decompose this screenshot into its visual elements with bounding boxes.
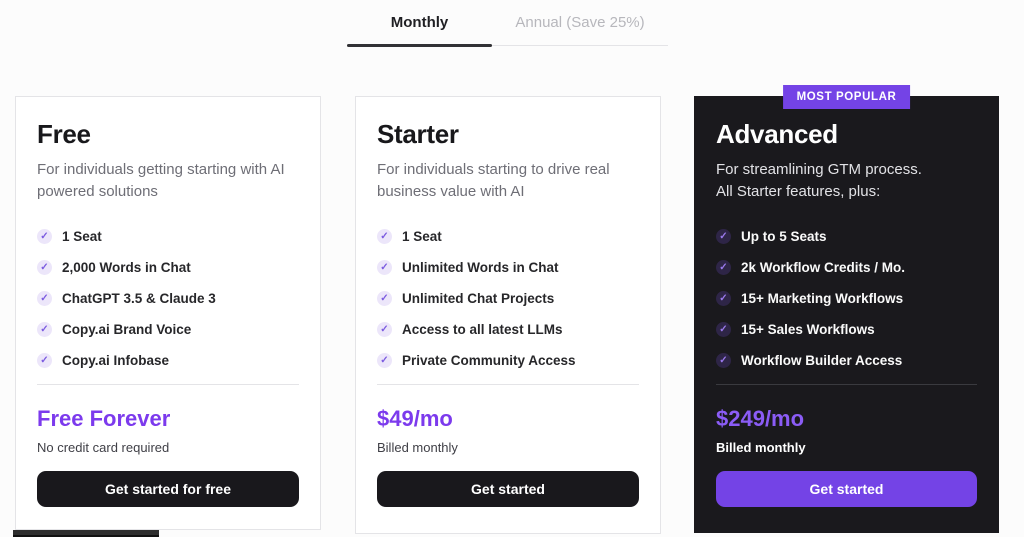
check-icon: ✓ [377,229,392,244]
feature-item: ✓ Workflow Builder Access [716,353,977,368]
divider [716,384,977,385]
plan-description: For individuals getting starting with AI… [37,161,285,200]
get-started-free-button[interactable]: Get started for free [37,471,299,507]
feature-item: ✓ Up to 5 Seats [716,229,977,244]
check-icon: ✓ [716,229,731,244]
feature-item: ✓ Unlimited Words in Chat [377,260,639,275]
check-icon: ✓ [37,260,52,275]
feature-item: ✓ 15+ Sales Workflows [716,322,977,337]
plan-card-advanced: MOST POPULAR Advanced For streamlining G… [694,85,999,533]
feature-item: ✓ 1 Seat [377,229,639,244]
plan-card-free: Free For individuals getting starting wi… [15,96,321,530]
check-icon: ✓ [37,322,52,337]
plan-description: For individuals starting to drive real b… [377,161,610,200]
feature-item: ✓ Unlimited Chat Projects [377,291,639,306]
check-icon: ✓ [716,260,731,275]
feature-item: ✓ Copy.ai Brand Voice [37,322,299,337]
plan-price: $49/mo [377,406,453,431]
check-icon: ✓ [716,322,731,337]
plan-price-note: Billed monthly [377,440,458,455]
tab-monthly-label: Monthly [390,14,449,31]
plan-price-note: Billed monthly [716,440,806,455]
feature-list: ✓ 1 Seat ✓ Unlimited Words in Chat ✓ Unlimi… [377,229,639,368]
horizontal-scrollbar[interactable] [13,530,159,537]
feature-item: ✓ 15+ Marketing Workflows [716,291,977,306]
divider [37,384,299,385]
feature-item: ✓ Private Community Access [377,353,639,368]
tab-annual-label: Annual (Save 25%) [515,14,645,31]
check-icon: ✓ [716,291,731,306]
plan-price: $249/mo [716,406,805,431]
check-icon: ✓ [377,291,392,306]
plan-price: Free Forever [37,406,171,431]
feature-item: ✓ Access to all latest LLMs [377,322,639,337]
check-icon: ✓ [377,322,392,337]
check-icon: ✓ [37,291,52,306]
check-icon: ✓ [377,353,392,368]
check-icon: ✓ [37,353,52,368]
get-started-advanced-button[interactable]: Get started [716,471,977,507]
plan-description: For streamlining GTM process. All Starte… [716,161,922,200]
plan-title: Advanced [716,119,838,149]
feature-list: ✓ 1 Seat ✓ 2,000 Words in Chat ✓ ChatGPT 3.… [37,229,299,368]
plan-title: Starter [377,119,459,149]
feature-item: ✓ 2,000 Words in Chat [37,260,299,275]
tab-monthly[interactable]: Monthly [347,0,492,47]
feature-item: ✓ Copy.ai Infobase [37,353,299,368]
check-icon: ✓ [37,229,52,244]
tab-annual[interactable]: Annual (Save 25%) [492,0,668,45]
get-started-starter-button[interactable]: Get started [377,471,639,507]
billing-period-tabs: Monthly Annual (Save 25%) [347,0,668,47]
feature-list: ✓ Up to 5 Seats ✓ 2k Workflow Credits / Mo… [716,229,977,368]
check-icon: ✓ [377,260,392,275]
most-popular-badge: MOST POPULAR [782,85,911,109]
plan-card-starter: Starter For individuals starting to driv… [355,96,661,534]
plan-title: Free [37,119,91,149]
plan-price-note: No credit card required [37,440,170,455]
divider [377,384,639,385]
check-icon: ✓ [716,353,731,368]
feature-item: ✓ ChatGPT 3.5 & Claude 3 [37,291,299,306]
feature-item: ✓ 1 Seat [37,229,299,244]
feature-item: ✓ 2k Workflow Credits / Mo. [716,260,977,275]
